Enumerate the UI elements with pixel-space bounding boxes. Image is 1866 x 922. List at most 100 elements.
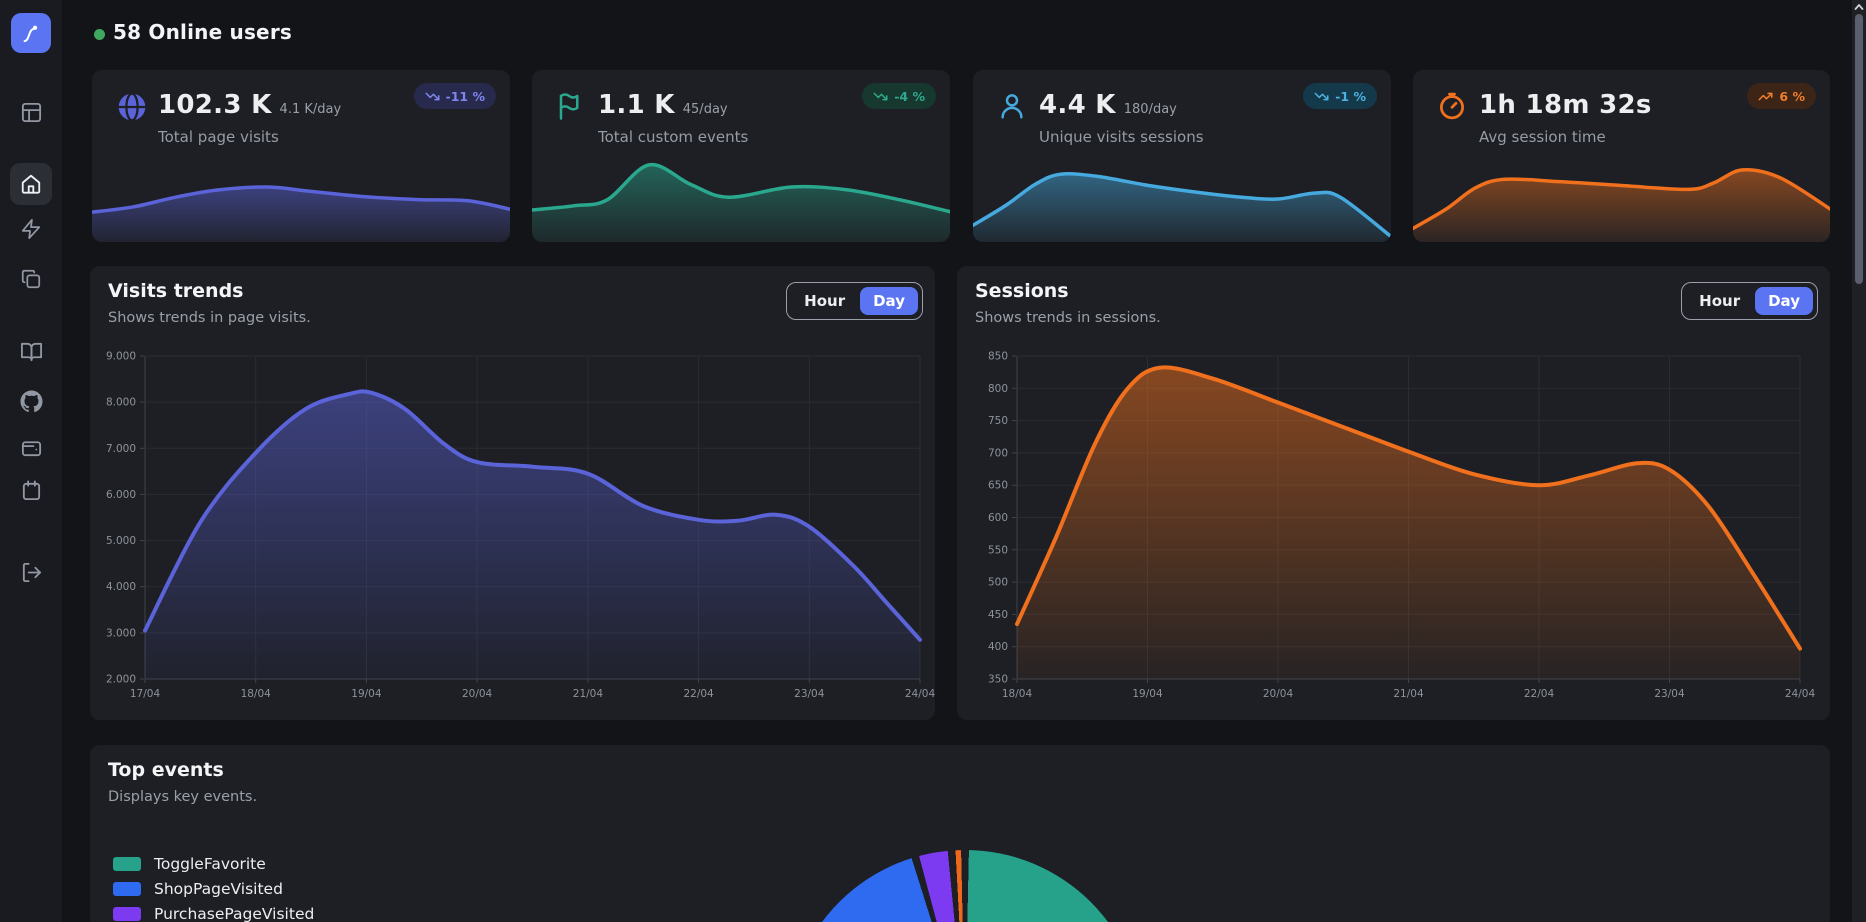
visits-toggle-day[interactable]: Day: [860, 287, 918, 315]
svg-text:8.000: 8.000: [106, 397, 136, 409]
flag-icon: [556, 91, 588, 123]
badge-text: -11 %: [445, 88, 485, 104]
top-events-pie-chart: [787, 850, 1143, 922]
svg-text:19/04: 19/04: [351, 688, 382, 700]
sessions-interval-toggle: Hour Day: [1681, 282, 1818, 320]
svg-text:800: 800: [988, 383, 1008, 395]
legend-swatch-togglefavorite: [113, 857, 141, 871]
legend-item: ShopPageVisited: [113, 880, 283, 898]
stat-label: Avg session time: [1479, 128, 1606, 146]
sidebar-item-events[interactable]: [19, 217, 43, 241]
stat-value: 1.1 K: [598, 90, 675, 120]
svg-text:18/04: 18/04: [241, 688, 272, 700]
svg-text:2.000: 2.000: [106, 674, 136, 686]
stat-value: 4.4 K: [1039, 90, 1116, 120]
visits-trends-chart: 9.000 8.000 7.000 6.000 5.000 4.000 3.000 2.000…: [90, 344, 935, 709]
svg-text:20/04: 20/04: [462, 688, 493, 700]
svg-text:24/04: 24/04: [1785, 688, 1816, 700]
stat-value-row: 1h 18m 32s: [1479, 90, 1660, 120]
badge-text: -4 %: [894, 88, 925, 104]
trend-badge: -4 %: [862, 83, 936, 109]
stat-card-custom-events: 1.1 K 45/day Total custom events -4 %: [532, 70, 950, 242]
sidebar-item-layout[interactable]: [19, 100, 43, 124]
svg-text:21/04: 21/04: [1393, 688, 1424, 700]
sidebar-item-github[interactable]: [19, 389, 43, 413]
scroll-up-arrow-icon[interactable]: [1853, 0, 1865, 14]
svg-text:22/04: 22/04: [1524, 688, 1555, 700]
sidebar-item-pages[interactable]: [19, 267, 43, 291]
visits-trends-title: Visits trends: [108, 280, 244, 302]
visits-trends-card: Visits trends Shows trends in page visit…: [90, 266, 935, 720]
legend-label: ShopPageVisited: [154, 880, 283, 898]
stat-label: Total custom events: [598, 128, 749, 146]
sidebar-item-docs[interactable]: [19, 339, 43, 363]
stat-card-unique-sessions: 4.4 K 180/day Unique visits sessions -1 …: [973, 70, 1391, 242]
github-icon: [19, 389, 43, 413]
stat-value-row: 102.3 K 4.1 K/day: [158, 90, 341, 120]
svg-text:20/04: 20/04: [1263, 688, 1294, 700]
svg-text:17/04: 17/04: [130, 688, 161, 700]
trend-badge: 6 %: [1747, 83, 1816, 109]
sidebar-item-logout[interactable]: [19, 560, 43, 584]
sidebar-item-billing[interactable]: [19, 436, 43, 460]
log-out-icon: [20, 561, 43, 584]
sidebar-item-calendar[interactable]: [19, 478, 43, 502]
svg-text:22/04: 22/04: [683, 688, 714, 700]
legend-label: PurchasePageVisited: [154, 905, 315, 922]
stat-rate: 4.1 K/day: [279, 102, 342, 117]
legend-swatch-purchasepagevisited: [113, 907, 141, 921]
legend-item: ToggleFavorite: [113, 855, 266, 873]
svg-text:7.000: 7.000: [106, 443, 136, 455]
trending-down-icon: [425, 89, 440, 104]
layout-icon: [20, 101, 43, 124]
trending-down-icon: [873, 89, 888, 104]
svg-text:550: 550: [988, 544, 1008, 556]
trending-down-icon: [1314, 89, 1329, 104]
home-icon: [20, 173, 42, 195]
app-logo[interactable]: [11, 13, 51, 53]
legend-swatch-shoppagevisited: [113, 882, 141, 896]
custom-events-sparkline: [532, 157, 950, 242]
calendar-icon: [20, 479, 43, 502]
zap-icon: [20, 218, 42, 240]
svg-text:450: 450: [988, 609, 1008, 621]
copy-icon: [20, 268, 42, 290]
sessions-toggle-hour[interactable]: Hour: [1686, 287, 1753, 315]
svg-text:21/04: 21/04: [573, 688, 604, 700]
svg-text:18/04: 18/04: [1002, 688, 1033, 700]
visits-trends-subtitle: Shows trends in page visits.: [108, 310, 311, 326]
svg-text:350: 350: [988, 674, 1008, 686]
svg-text:6.000: 6.000: [106, 489, 136, 501]
sessions-chart: 850 800 750 700 650 600 550 500 450 400 350 18/04 19…: [957, 344, 1830, 709]
sessions-toggle-day[interactable]: Day: [1755, 287, 1813, 315]
svg-text:5.000: 5.000: [106, 535, 136, 547]
user-icon: [997, 91, 1029, 123]
svg-text:19/04: 19/04: [1132, 688, 1163, 700]
sessions-subtitle: Shows trends in sessions.: [975, 310, 1161, 326]
svg-text:23/04: 23/04: [1654, 688, 1685, 700]
trending-up-icon: [1758, 89, 1773, 104]
legend-item: PurchasePageVisited: [113, 905, 314, 922]
avg-session-sparkline: [1413, 164, 1830, 242]
trend-badge: -11 %: [413, 83, 496, 109]
scrollbar-thumb[interactable]: [1855, 14, 1863, 284]
badge-text: 6 %: [1779, 88, 1805, 104]
page-scrollbar: [1852, 0, 1866, 922]
svg-text:850: 850: [988, 351, 1008, 363]
badge-text: -1 %: [1335, 88, 1366, 104]
svg-text:4.000: 4.000: [106, 581, 136, 593]
stat-card-avg-session: 1h 18m 32s Avg session time 6 %: [1413, 70, 1830, 242]
online-status-dot: [94, 29, 105, 40]
stat-label: Total page visits: [158, 128, 279, 146]
globe-icon: [116, 91, 148, 123]
svg-text:600: 600: [988, 512, 1008, 524]
trend-badge: -1 %: [1303, 83, 1377, 109]
stat-rate: 180/day: [1123, 102, 1177, 117]
sidebar-item-home[interactable]: [10, 163, 52, 205]
stat-value: 1h 18m 32s: [1479, 90, 1652, 120]
svg-text:9.000: 9.000: [106, 351, 136, 363]
svg-text:400: 400: [988, 641, 1008, 653]
visits-toggle-hour[interactable]: Hour: [791, 287, 858, 315]
svg-text:23/04: 23/04: [794, 688, 825, 700]
